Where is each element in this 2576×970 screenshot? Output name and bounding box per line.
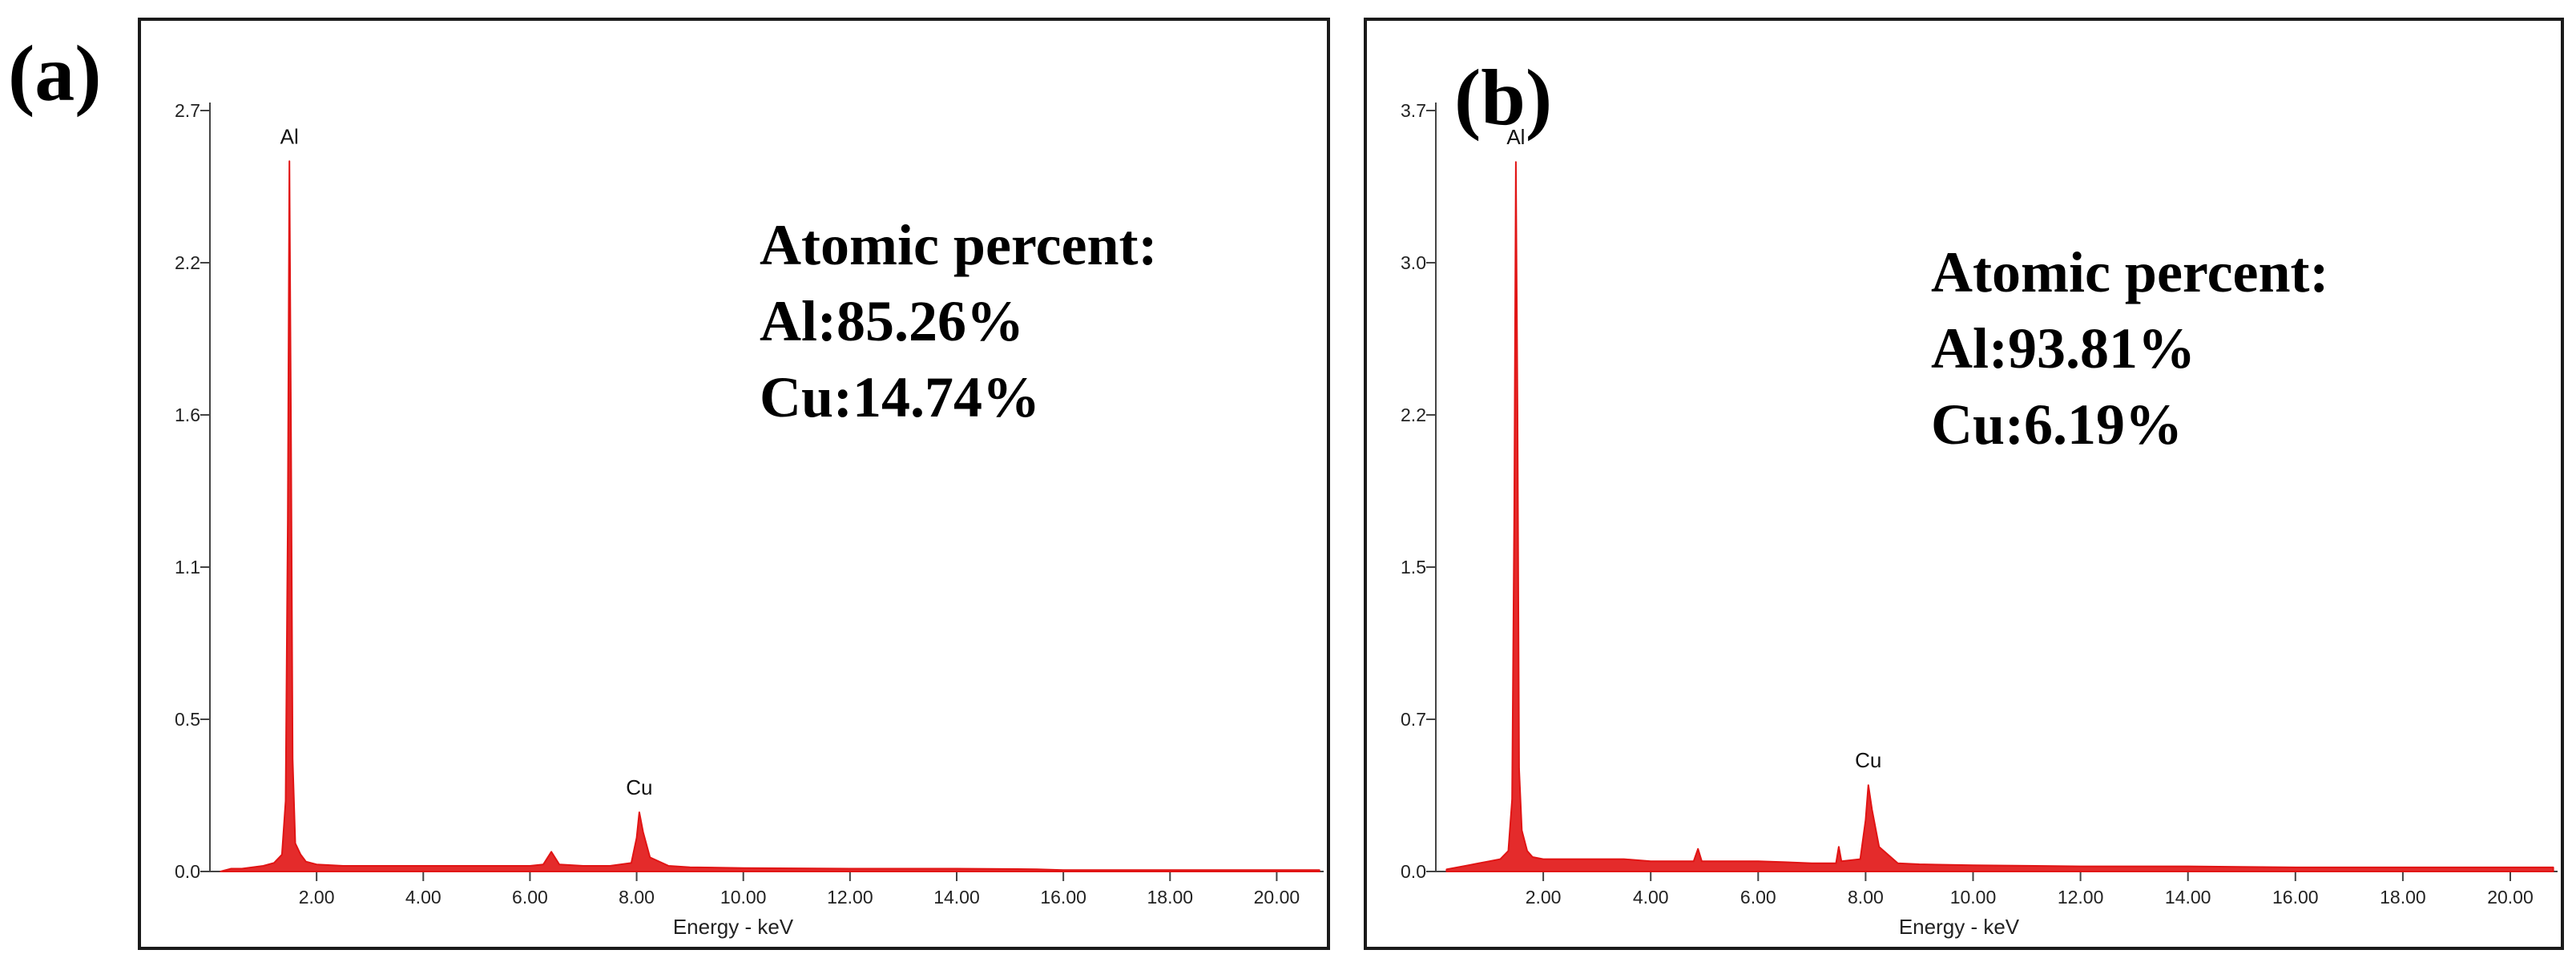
- x-tick-label: 2.00: [299, 887, 335, 908]
- x-tick-label: 6.00: [1740, 887, 1776, 908]
- panel-frame: [1364, 18, 2564, 950]
- annotation-line: Atomic percent:: [760, 213, 1157, 277]
- x-tick-label: 14.00: [933, 887, 980, 908]
- x-tick-label: 16.00: [1040, 887, 1086, 908]
- x-tick-label: 18.00: [2380, 887, 2426, 908]
- panel-b: (b) 0.0 0.7 1.5 2.2 3.0 3.7 2.00 4.00 6.00 8.00 10…: [1364, 18, 2564, 950]
- annotation-line: Cu:6.19%: [1931, 392, 2183, 457]
- annotation-line: Al:93.81%: [1931, 316, 2195, 380]
- annotation-line: Al:85.26%: [760, 289, 1024, 353]
- x-axis-title: Energy - keV: [1899, 915, 2020, 939]
- x-tick-label: 16.00: [2272, 887, 2319, 908]
- plot-area: 0.0 0.7 1.5 2.2 3.0 3.7 2.00 4.00 6.00 8.00 10.00 1…: [1401, 100, 2558, 908]
- peak-label: Al: [280, 124, 299, 148]
- x-tick-label: 12.00: [2058, 887, 2104, 908]
- y-tick-label: 1.1: [175, 557, 200, 578]
- y-tick-label: 0.0: [175, 861, 200, 882]
- y-tick-label: 2.2: [1401, 405, 1426, 425]
- y-tick-label: 1.5: [1401, 557, 1426, 578]
- x-tick-label: 18.00: [1147, 887, 1193, 908]
- atomic-percent-annotation: Atomic percent: Al:93.81% Cu:6.19%: [1931, 240, 2328, 457]
- x-tick-label: 12.00: [827, 887, 873, 908]
- panel-frame: [138, 18, 1330, 950]
- y-tick-label: 0.0: [1401, 861, 1426, 882]
- x-tick-label: 8.00: [619, 887, 655, 908]
- y-tick-label: 3.0: [1401, 252, 1426, 273]
- y-tick-label: 0.7: [1401, 709, 1426, 730]
- panel-a: (a) 0.0 0.5 1.1 1.6 2.2 2.7 2.00 4.00 6.00 8.00 10…: [8, 18, 1330, 950]
- y-tick-label: 3.7: [1401, 100, 1426, 121]
- x-axis-title: Energy - keV: [673, 915, 794, 939]
- x-tick-label: 20.00: [2487, 887, 2534, 908]
- y-tick-label: 1.6: [175, 405, 200, 425]
- x-tick-label: 8.00: [1848, 887, 1884, 908]
- x-tick-label: 10.00: [1950, 887, 1997, 908]
- annotation-line: Atomic percent:: [1931, 240, 2328, 304]
- x-tick-label: 4.00: [405, 887, 441, 908]
- spectrum-series: [1445, 161, 2554, 872]
- x-tick-label: 6.00: [512, 887, 548, 908]
- x-tick-label: 14.00: [2165, 887, 2211, 908]
- plot-area: 0.0 0.5 1.1 1.6 2.2 2.7 2.00 4.00 6.00 8.00 10.00 1…: [175, 100, 1324, 908]
- x-tick-label: 2.00: [1526, 887, 1562, 908]
- x-tick-label: 20.00: [1254, 887, 1300, 908]
- panel-label: (a): [8, 29, 102, 118]
- peak-label: Cu: [626, 775, 652, 799]
- annotation-line: Cu:14.74%: [760, 365, 1040, 429]
- peak-label: Al: [1506, 125, 1525, 149]
- y-tick-label: 2.2: [175, 252, 200, 273]
- y-tick-label: 0.5: [175, 709, 200, 730]
- spectrum-series: [220, 160, 1320, 872]
- y-tick-label: 2.7: [175, 100, 200, 121]
- x-tick-label: 10.00: [720, 887, 767, 908]
- atomic-percent-annotation: Atomic percent: Al:85.26% Cu:14.74%: [760, 213, 1157, 429]
- peak-label: Cu: [1855, 748, 1881, 772]
- panel-label: (b): [1454, 53, 1552, 142]
- x-tick-label: 4.00: [1633, 887, 1669, 908]
